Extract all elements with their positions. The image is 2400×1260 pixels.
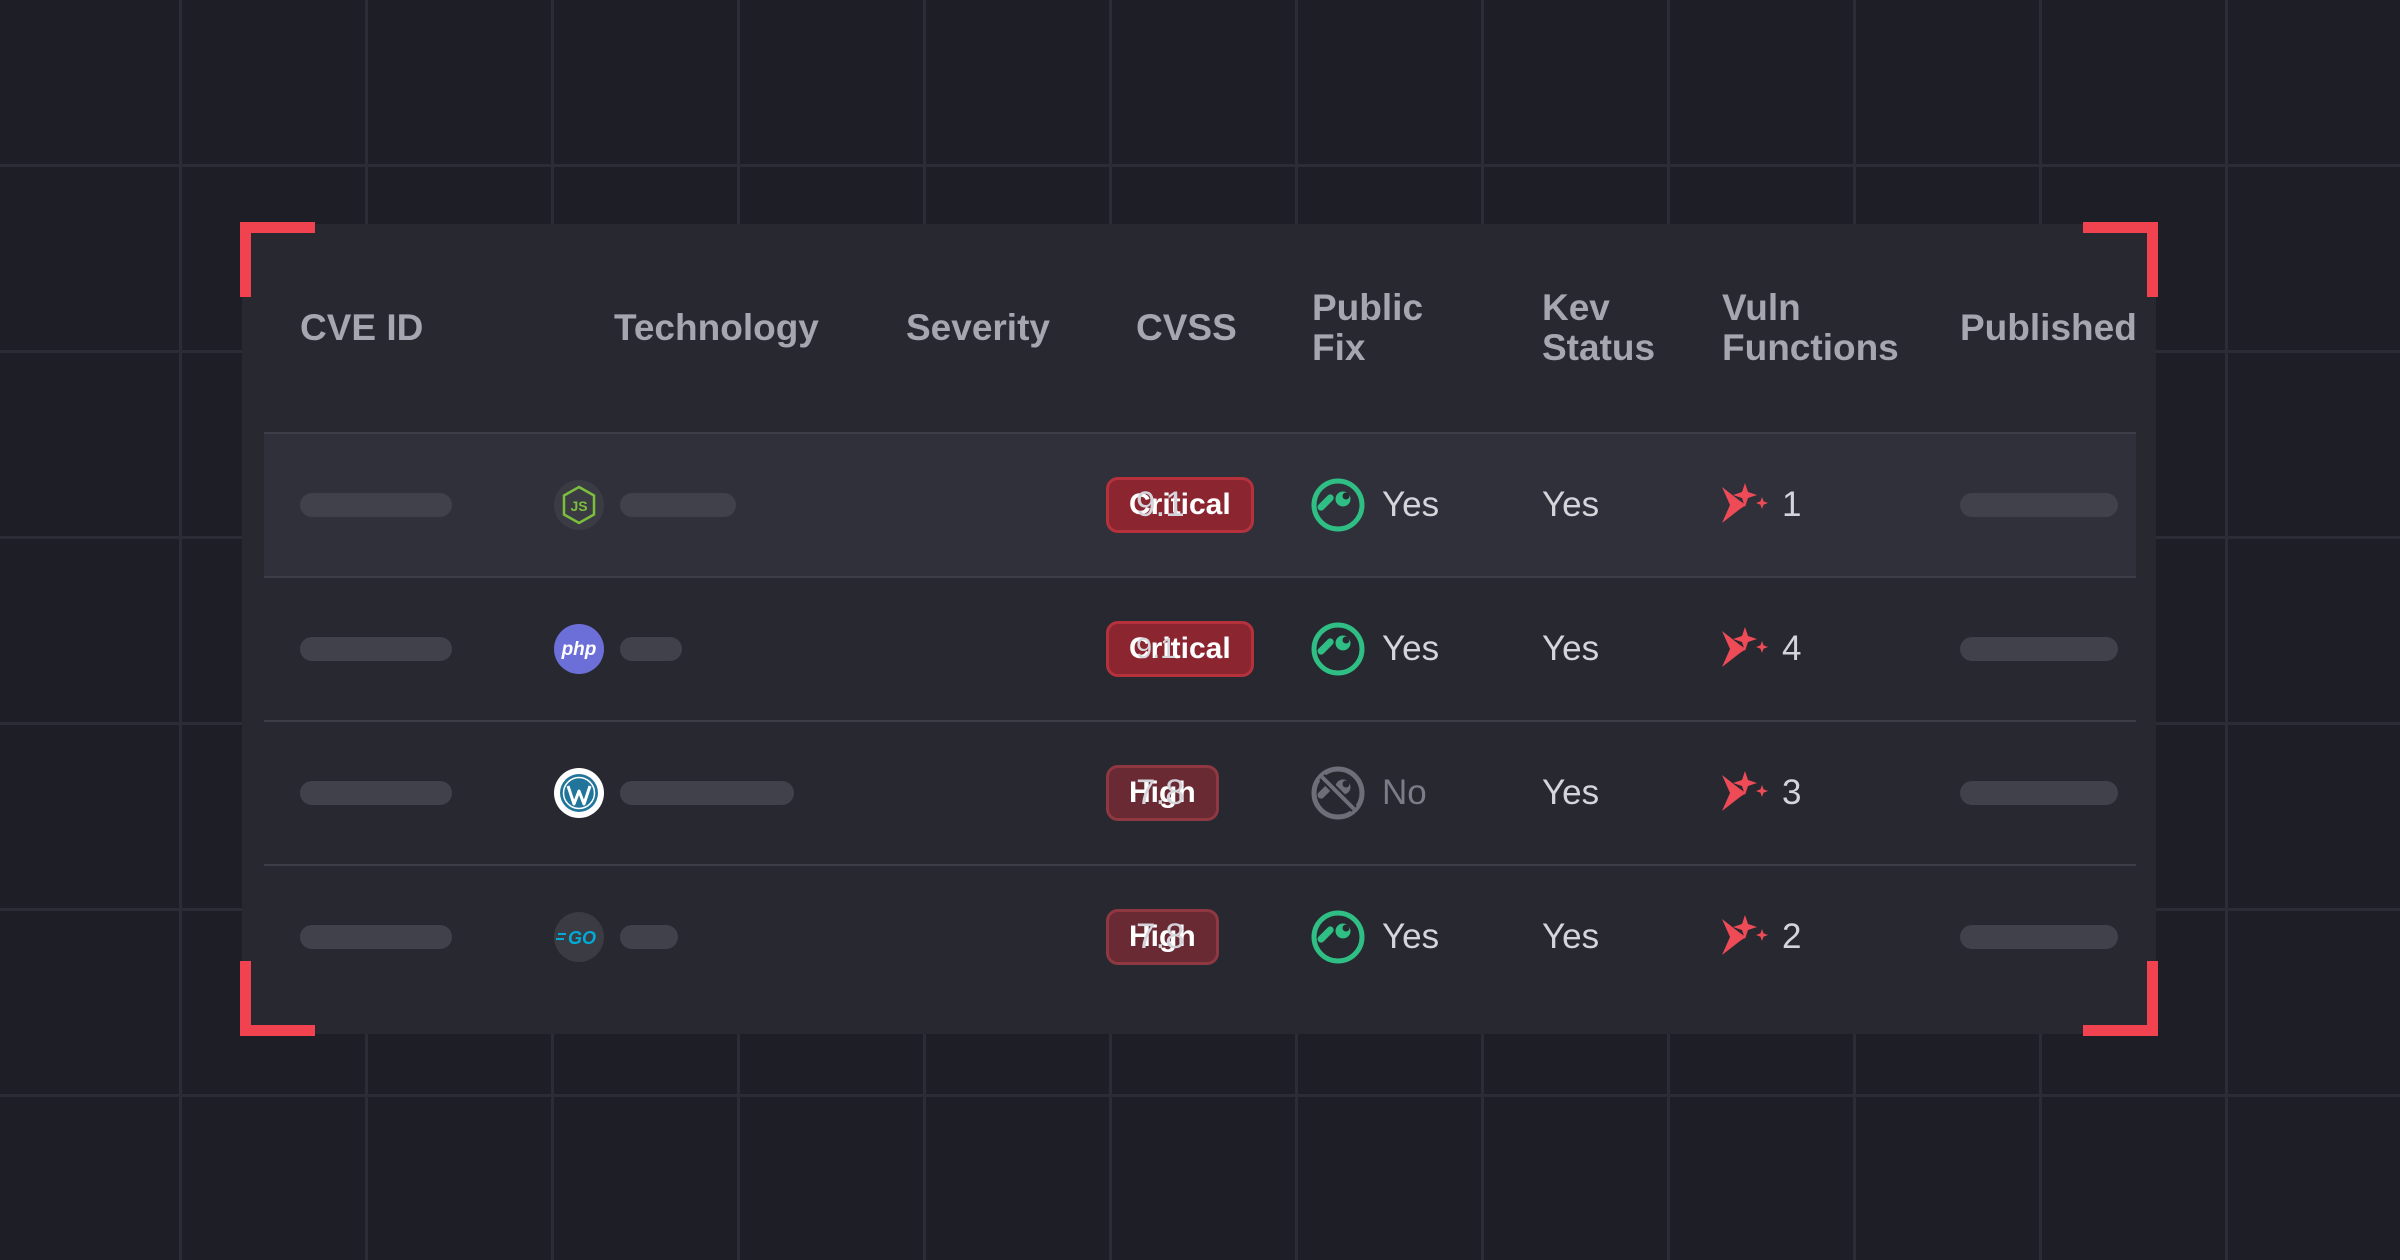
published-cell bbox=[1960, 434, 2118, 576]
wrench-icon bbox=[1311, 478, 1365, 532]
cvss-score: 7.8 bbox=[1136, 917, 1185, 956]
technology-name-placeholder bbox=[620, 925, 678, 949]
focus-corner-top-left bbox=[240, 222, 315, 297]
cvss-score: 9.1 bbox=[1136, 485, 1185, 524]
severity-cell: Critical bbox=[1106, 578, 1254, 720]
public-fix-cell: Yes bbox=[1310, 866, 1439, 1008]
public-fix-cell: Yes bbox=[1310, 434, 1439, 576]
cve-id-placeholder bbox=[300, 493, 452, 517]
header-published[interactable]: Published bbox=[1960, 307, 2137, 348]
header-technology[interactable]: Technology bbox=[614, 307, 819, 348]
technology-cell: php bbox=[554, 578, 682, 720]
kev-status-value: Yes bbox=[1542, 917, 1600, 956]
cve-table: CVE ID Technology Severity CVSS Public Fi… bbox=[264, 224, 2137, 1008]
table-row[interactable]: GO High 7.8 Yes Yes bbox=[264, 866, 2136, 1008]
table-row[interactable]: JS Critical 9.1 Yes Yes bbox=[264, 434, 2136, 578]
nodejs-icon: JS bbox=[554, 480, 604, 530]
header-severity[interactable]: Severity bbox=[906, 307, 1050, 348]
focus-corner-top-right bbox=[2083, 222, 2158, 297]
svg-text:JS: JS bbox=[570, 498, 587, 514]
sparkle-icon bbox=[1722, 915, 1768, 955]
cvss-cell: 9.1 bbox=[1136, 434, 1185, 576]
public-fix-value: Yes bbox=[1382, 485, 1440, 524]
wrench-icon bbox=[1311, 910, 1365, 964]
public-fix-value: Yes bbox=[1382, 629, 1440, 668]
vuln-functions-count: 4 bbox=[1782, 629, 1802, 668]
technology-name-placeholder bbox=[620, 493, 736, 517]
go-icon: GO bbox=[554, 912, 604, 962]
severity-cell: High bbox=[1106, 866, 1219, 1008]
vuln-functions-cell: 3 bbox=[1718, 722, 1801, 864]
kev-status-value: Yes bbox=[1542, 485, 1600, 524]
public-fix-cell: No bbox=[1310, 722, 1427, 864]
header-cvss[interactable]: CVSS bbox=[1136, 307, 1237, 348]
vuln-functions-cell: 2 bbox=[1718, 866, 1801, 1008]
vuln-functions-count: 1 bbox=[1782, 485, 1802, 524]
no-fix-icon bbox=[1311, 766, 1365, 820]
severity-badge: Critical bbox=[1106, 621, 1254, 677]
published-placeholder bbox=[1960, 781, 2118, 805]
vuln-functions-count: 2 bbox=[1782, 917, 1802, 956]
severity-badge: High bbox=[1106, 909, 1219, 965]
table-header-row: CVE ID Technology Severity CVSS Public Fi… bbox=[264, 224, 2137, 434]
public-fix-value: Yes bbox=[1382, 917, 1440, 956]
vuln-functions-count: 3 bbox=[1782, 773, 1802, 812]
severity-badge: High bbox=[1106, 765, 1219, 821]
published-cell bbox=[1960, 866, 2118, 1008]
published-cell bbox=[1960, 578, 2118, 720]
public-fix-cell: Yes bbox=[1310, 578, 1439, 720]
cvss-score: 7.8 bbox=[1136, 773, 1185, 812]
wrench-icon bbox=[1311, 622, 1365, 676]
wordpress-icon bbox=[554, 768, 604, 818]
cvss-cell: 9.1 bbox=[1136, 578, 1176, 720]
cve-id-cell bbox=[300, 866, 452, 1008]
cve-id-cell bbox=[300, 578, 452, 720]
sparkle-icon bbox=[1722, 627, 1768, 667]
published-placeholder bbox=[1960, 925, 2118, 949]
kev-status-cell: Yes bbox=[1542, 722, 1599, 864]
severity-cell: Critical bbox=[1106, 434, 1254, 576]
published-placeholder bbox=[1960, 493, 2118, 517]
technology-name-placeholder bbox=[620, 781, 794, 805]
vuln-functions-cell: 4 bbox=[1718, 578, 1801, 720]
vuln-functions-cell: 1 bbox=[1718, 434, 1801, 576]
header-kev-status[interactable]: Kev Status bbox=[1542, 287, 1656, 368]
sparkle-icon bbox=[1722, 483, 1768, 523]
published-placeholder bbox=[1960, 637, 2118, 661]
technology-cell: JS bbox=[554, 434, 736, 576]
technology-cell: GO bbox=[554, 866, 678, 1008]
kev-status-cell: Yes bbox=[1542, 866, 1599, 1008]
cvss-cell: 7.8 bbox=[1136, 866, 1185, 1008]
focus-corner-bottom-left bbox=[240, 961, 315, 1036]
technology-cell bbox=[554, 722, 794, 864]
cve-table-panel: CVE ID Technology Severity CVSS Public Fi… bbox=[240, 222, 2158, 1036]
cvss-cell: 7.8 bbox=[1136, 722, 1185, 864]
cvss-score: 9.1 bbox=[1136, 632, 1177, 665]
kev-status-cell: Yes bbox=[1542, 578, 1599, 720]
kev-status-value: Yes bbox=[1542, 773, 1600, 812]
table-row[interactable]: php Critical 9.1 Yes Yes bbox=[264, 578, 2136, 722]
severity-cell: High bbox=[1106, 722, 1219, 864]
header-public-fix[interactable]: Public Fix bbox=[1312, 287, 1424, 368]
cve-id-cell bbox=[300, 722, 452, 864]
focus-corner-bottom-right bbox=[2083, 961, 2158, 1036]
svg-text:GO: GO bbox=[568, 928, 596, 948]
technology-name-placeholder bbox=[620, 637, 682, 661]
cve-id-placeholder bbox=[300, 637, 452, 661]
severity-badge: Critical bbox=[1106, 477, 1254, 533]
cve-id-placeholder bbox=[300, 925, 452, 949]
kev-status-cell: Yes bbox=[1542, 434, 1599, 576]
svg-text:php: php bbox=[561, 639, 597, 660]
kev-status-value: Yes bbox=[1542, 629, 1600, 668]
php-icon: php bbox=[554, 624, 604, 674]
cve-id-cell bbox=[300, 434, 452, 576]
table-row[interactable]: High 7.8 No Yes bbox=[264, 722, 2136, 866]
header-cve-id[interactable]: CVE ID bbox=[300, 307, 424, 348]
header-vuln-functions[interactable]: Vuln Functions bbox=[1722, 287, 1899, 368]
published-cell bbox=[1960, 722, 2118, 864]
sparkle-icon bbox=[1722, 771, 1768, 811]
public-fix-value: No bbox=[1382, 773, 1427, 812]
cve-id-placeholder bbox=[300, 781, 452, 805]
